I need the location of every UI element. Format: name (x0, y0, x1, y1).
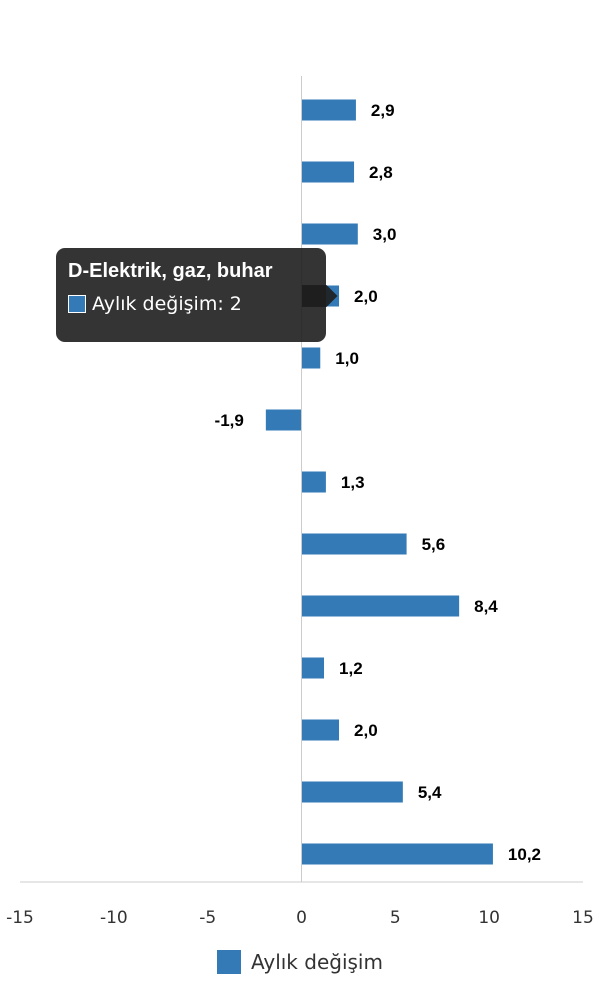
legend-label: Aylık değişim (251, 950, 383, 974)
bar[interactable] (301, 657, 325, 679)
bar[interactable] (301, 223, 358, 245)
x-tick-label: 15 (572, 908, 594, 928)
tooltip-text: Aylık değişim: 2 (92, 293, 242, 315)
x-tick-label: 5 (390, 908, 401, 928)
bar[interactable] (301, 347, 321, 369)
bar-value-label: 8,4 (474, 597, 498, 616)
bar-value-label: 1,3 (341, 473, 365, 492)
bar-value-label: 2,8 (369, 163, 393, 182)
bar[interactable] (301, 99, 356, 121)
bar[interactable] (301, 471, 326, 493)
bar[interactable] (301, 595, 460, 617)
legend[interactable]: Aylık değişim (0, 950, 600, 974)
bar[interactable] (301, 533, 407, 555)
tooltip: D-Elektrik, gaz, buhar Aylık değişim: 2 (56, 248, 326, 342)
bar-value-label: 2,0 (354, 287, 378, 306)
bar-value-label: 10,2 (508, 845, 541, 864)
tooltip-swatch (68, 295, 86, 313)
x-tick-label: 0 (296, 908, 307, 928)
bar[interactable] (301, 843, 493, 865)
tooltip-row: Aylık değişim: 2 (68, 293, 314, 315)
bar-value-label: 3,0 (373, 225, 397, 244)
value-labels-layer: 2,9 2,8 3,0 2,0 1,0 -1,9 1,3 5,6 8,4 1,2 2,0 5,4 10,… (215, 101, 541, 864)
legend-swatch (217, 950, 242, 974)
tooltip-title: D-Elektrik, gaz, buhar (68, 260, 273, 282)
x-tick-label: 10 (478, 908, 500, 928)
bar-value-label: 2,9 (371, 101, 395, 120)
axis-layer: -15 -10 -5 0 5 10 15 (6, 76, 594, 928)
bar[interactable] (265, 409, 302, 431)
bar[interactable] (301, 161, 355, 183)
bar-value-label: -1,9 (215, 411, 244, 430)
bar-value-label: 2,0 (354, 721, 378, 740)
bar-value-label: 1,2 (339, 659, 363, 678)
x-tick-label: -10 (100, 908, 128, 928)
bar-value-label: 5,6 (422, 535, 446, 554)
x-tick-label: -15 (6, 908, 34, 928)
x-tick-label: -5 (199, 908, 216, 928)
bars-layer (265, 99, 493, 865)
bar[interactable] (301, 719, 340, 741)
bar-value-label: 1,0 (335, 349, 359, 368)
bar-value-label: 5,4 (418, 783, 442, 802)
bar[interactable] (301, 781, 403, 803)
